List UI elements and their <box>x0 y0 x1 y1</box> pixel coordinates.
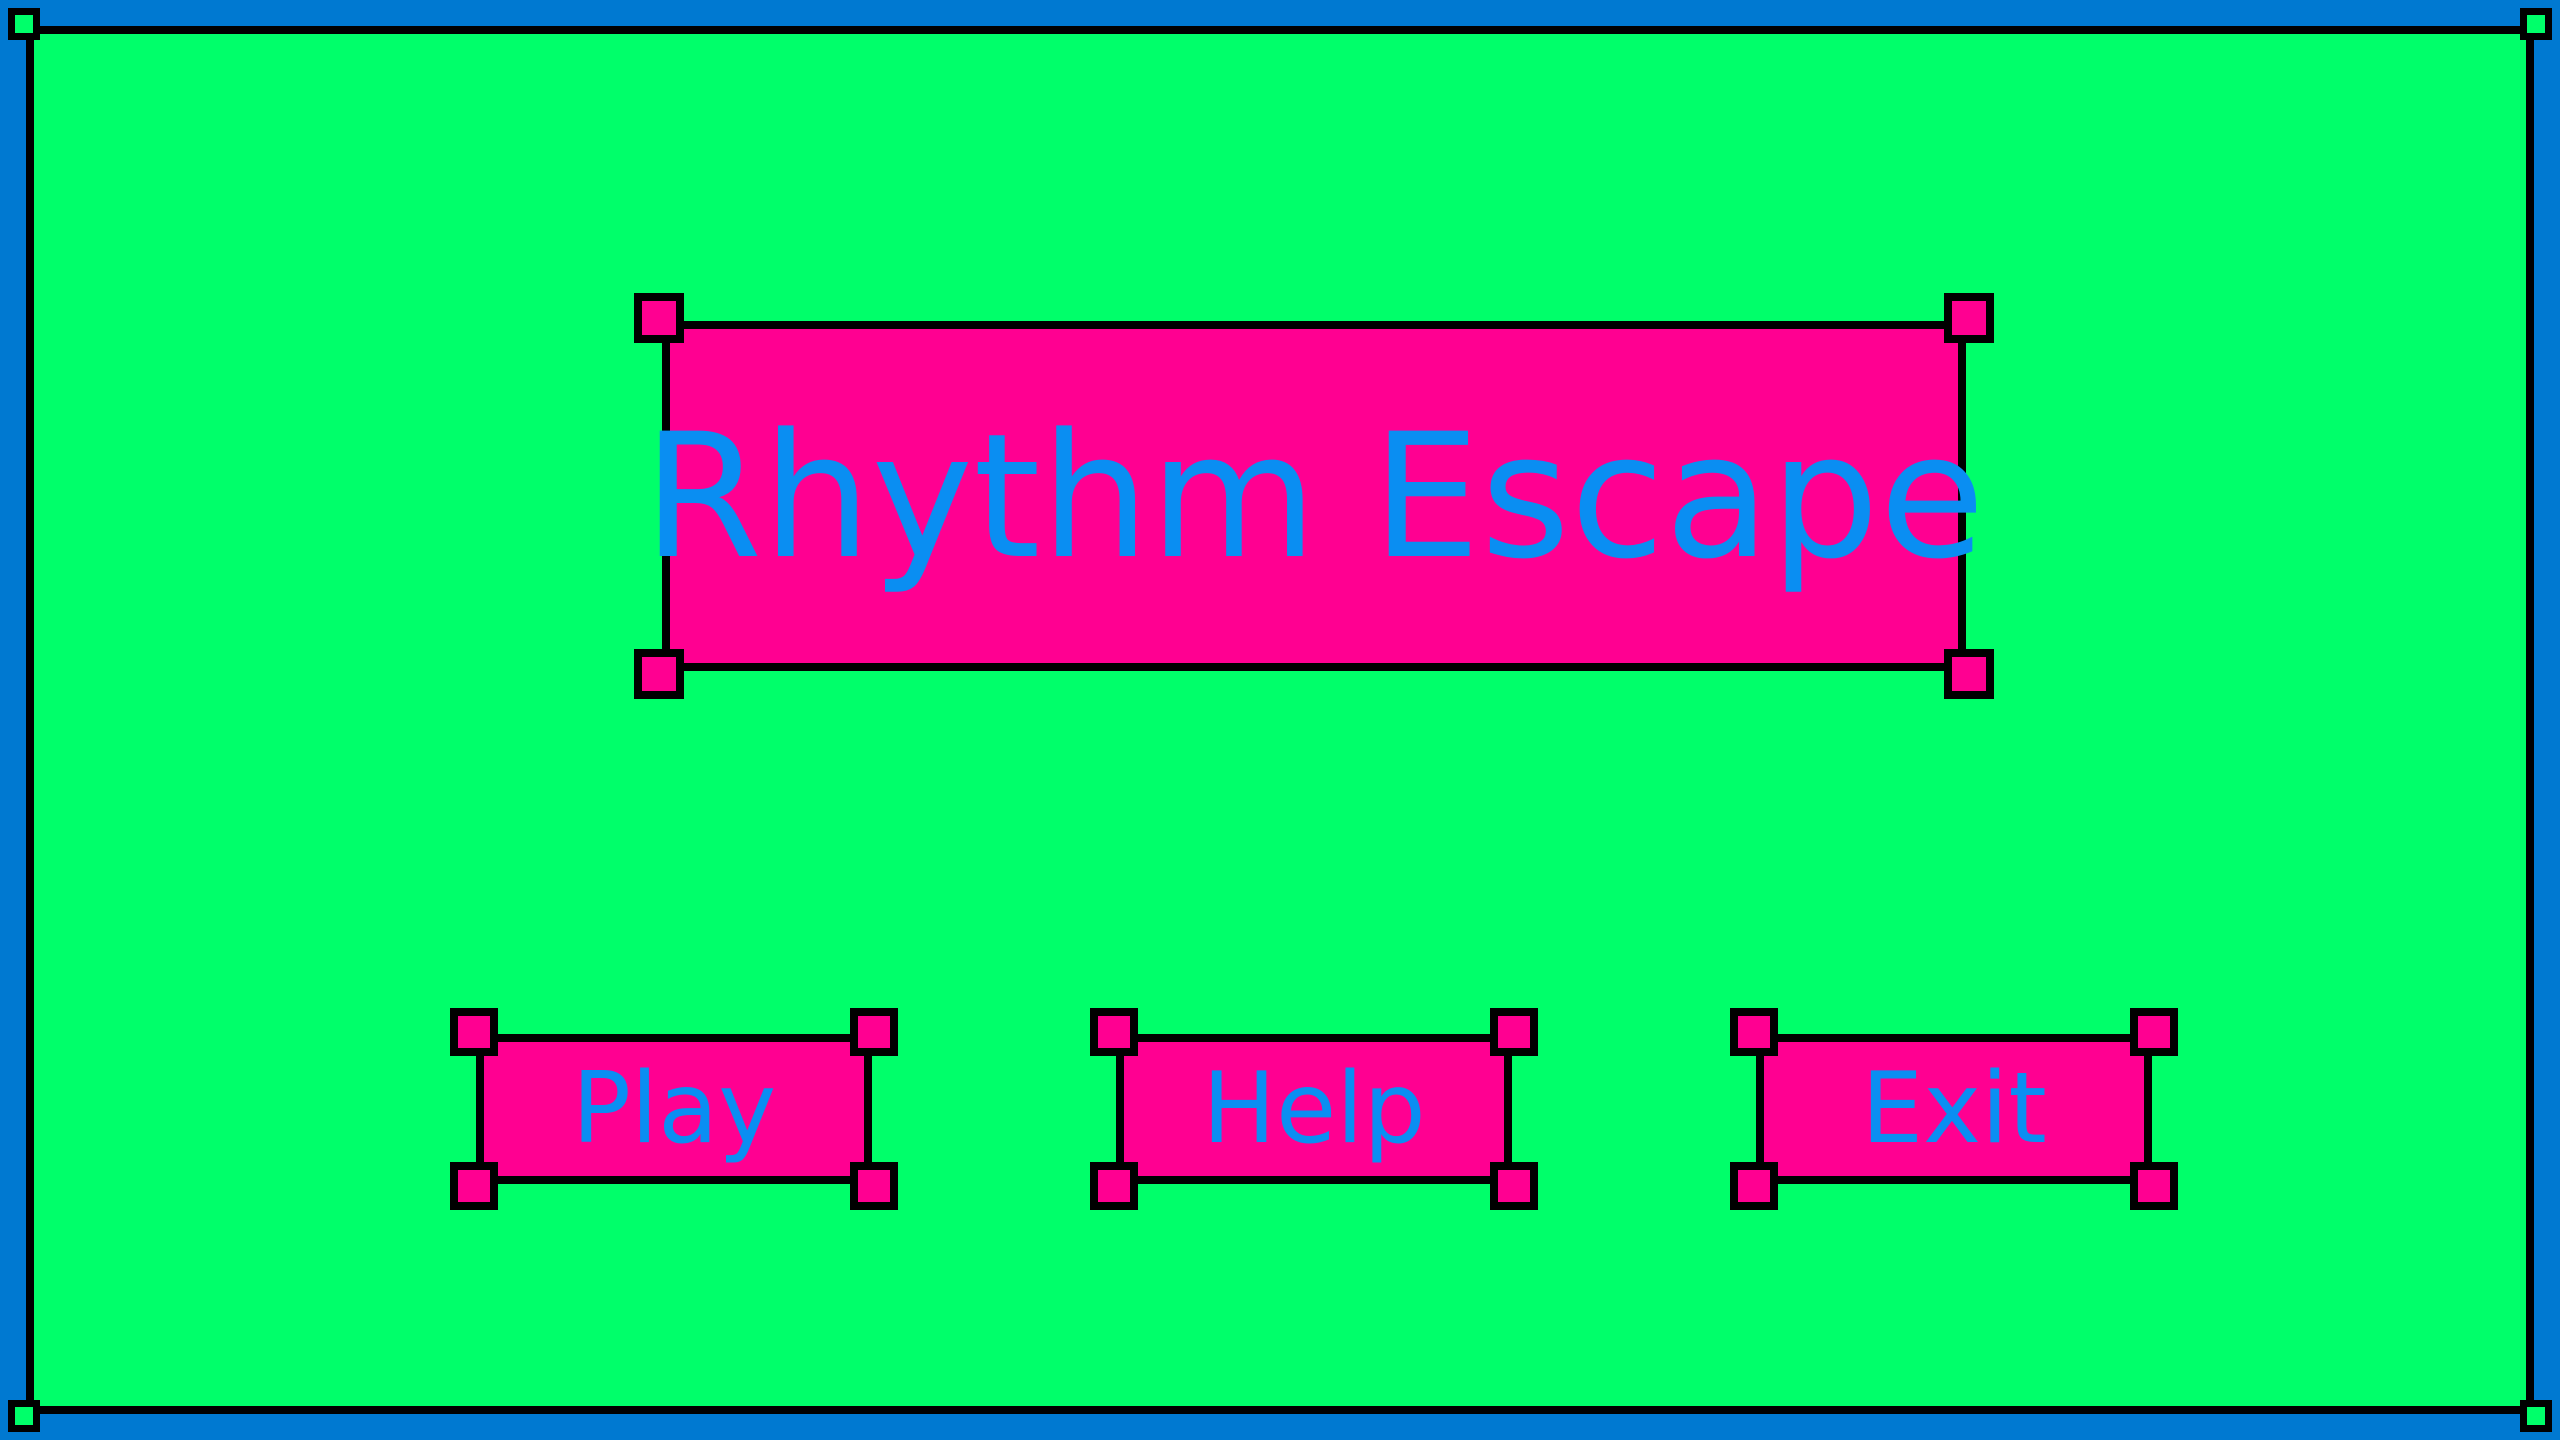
button-corner-bottom-left <box>1730 1162 1778 1210</box>
banner-corner-bottom-left <box>634 649 684 699</box>
button-corner-top-right <box>850 1008 898 1056</box>
button-corner-top-right <box>2130 1008 2178 1056</box>
button-corner-top-left <box>450 1008 498 1056</box>
banner-corner-top-left <box>634 293 684 343</box>
help-button-label: Help <box>1202 1052 1426 1166</box>
button-corner-bottom-right <box>850 1162 898 1210</box>
help-button[interactable]: Help <box>1090 1008 1538 1210</box>
banner-corner-top-right <box>1944 293 1994 343</box>
button-corner-bottom-left <box>450 1162 498 1210</box>
button-corner-top-left <box>1730 1008 1778 1056</box>
banner-corner-bottom-right <box>1944 649 1994 699</box>
title-banner: Rhythm Escape <box>634 293 1994 699</box>
frame-corner-bottom-left <box>8 1400 40 1432</box>
game-title: Rhythm Escape <box>642 395 1986 597</box>
button-corner-bottom-right <box>2130 1162 2178 1210</box>
button-corner-top-left <box>1090 1008 1138 1056</box>
play-button[interactable]: Play <box>450 1008 898 1210</box>
button-corner-top-right <box>1490 1008 1538 1056</box>
button-corner-bottom-right <box>1490 1162 1538 1210</box>
main-menu-playfield: Rhythm Escape Play Help Exit <box>26 26 2534 1414</box>
frame-corner-top-left <box>8 8 40 40</box>
frame-corner-bottom-right <box>2520 1400 2552 1432</box>
play-button-label: Play <box>571 1052 777 1166</box>
button-corner-bottom-left <box>1090 1162 1138 1210</box>
exit-button-label: Exit <box>1861 1052 2047 1166</box>
frame-corner-top-right <box>2520 8 2552 40</box>
exit-button[interactable]: Exit <box>1730 1008 2178 1210</box>
